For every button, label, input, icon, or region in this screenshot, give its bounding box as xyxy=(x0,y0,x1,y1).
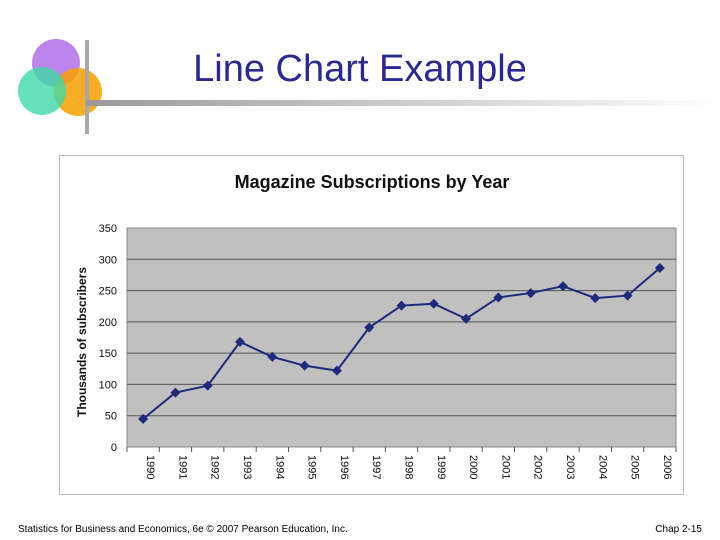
chart-title: Magazine Subscriptions by Year xyxy=(235,172,510,192)
x-tick-label: 1993 xyxy=(241,455,253,479)
x-tick-label: 1990 xyxy=(144,455,156,479)
x-tick-label: 2002 xyxy=(532,455,544,479)
x-tick-label: 1997 xyxy=(370,455,382,479)
y-tick-label: 50 xyxy=(105,411,117,423)
x-tick-label: 2005 xyxy=(629,455,641,479)
slide-title: Line Chart Example xyxy=(120,48,600,91)
plot-area xyxy=(127,228,676,447)
y-tick-label: 100 xyxy=(99,379,117,391)
line-chart: Magazine Subscriptions by Year Thousands… xyxy=(60,156,685,496)
x-tick-label: 2001 xyxy=(499,455,511,479)
title-divider xyxy=(86,100,720,106)
logo-circles xyxy=(0,0,110,140)
y-tick-label: 250 xyxy=(99,286,117,298)
x-tick-label: 2000 xyxy=(467,455,479,479)
y-tick-label: 350 xyxy=(99,223,117,235)
chart-container: Magazine Subscriptions by Year Thousands… xyxy=(59,155,684,495)
x-tick-label: 1994 xyxy=(273,455,285,479)
footer-page-number: Chap 2-15 xyxy=(655,524,702,535)
y-tick-label: 150 xyxy=(99,348,117,360)
x-tick-label: 2004 xyxy=(596,455,608,479)
x-tick-label: 1998 xyxy=(403,455,415,479)
y-tick-label: 300 xyxy=(99,254,117,266)
x-tick-label: 2006 xyxy=(661,455,673,479)
y-tick-label: 0 xyxy=(111,442,117,454)
x-tick-label: 1999 xyxy=(435,455,447,479)
footer-copyright: Statistics for Business and Economics, 6… xyxy=(18,524,348,535)
y-tick-label: 200 xyxy=(99,317,117,329)
x-tick-label: 2003 xyxy=(564,455,576,479)
x-tick-label: 1996 xyxy=(338,455,350,479)
x-tick-label: 1995 xyxy=(306,455,318,479)
y-axis-label: Thousands of subscribers xyxy=(75,267,89,417)
x-tick-label: 1991 xyxy=(176,455,188,479)
x-tick-label: 1992 xyxy=(209,455,221,479)
